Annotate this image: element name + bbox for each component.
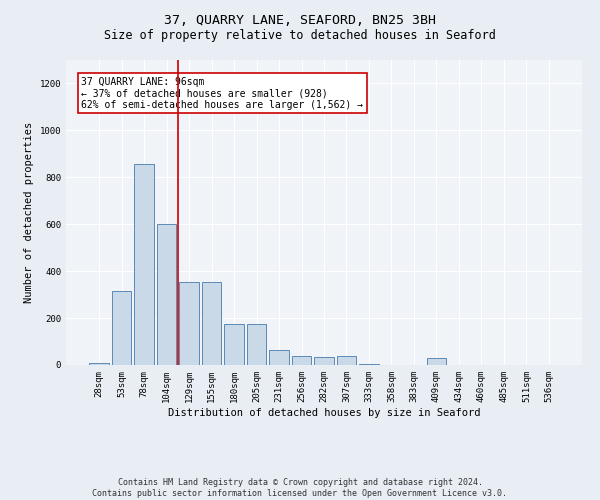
Bar [427, 358, 446, 365]
Text: Size of property relative to detached houses in Seaford: Size of property relative to detached ho… [104, 30, 496, 43]
Bar [292, 356, 311, 365]
Bar [314, 357, 334, 365]
Bar [359, 364, 379, 365]
Bar [224, 324, 244, 365]
Text: 37 QUARRY LANE: 96sqm
← 37% of detached houses are smaller (928)
62% of semi-det: 37 QUARRY LANE: 96sqm ← 37% of detached … [82, 77, 364, 110]
Bar [202, 282, 221, 365]
Bar [157, 224, 176, 365]
Text: Contains HM Land Registry data © Crown copyright and database right 2024.
Contai: Contains HM Land Registry data © Crown c… [92, 478, 508, 498]
Bar [112, 291, 131, 365]
Y-axis label: Number of detached properties: Number of detached properties [24, 122, 34, 303]
Bar [247, 324, 266, 365]
X-axis label: Distribution of detached houses by size in Seaford: Distribution of detached houses by size … [168, 408, 480, 418]
Bar [89, 362, 109, 365]
Bar [269, 350, 289, 365]
Bar [134, 164, 154, 365]
Bar [179, 282, 199, 365]
Bar [337, 356, 356, 365]
Text: 37, QUARRY LANE, SEAFORD, BN25 3BH: 37, QUARRY LANE, SEAFORD, BN25 3BH [164, 14, 436, 28]
